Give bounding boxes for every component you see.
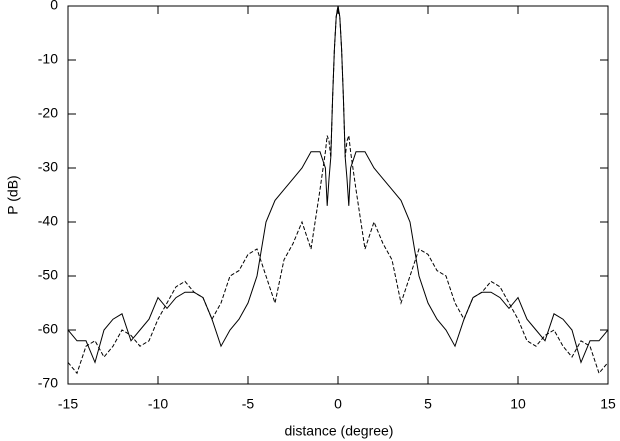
plot-frame [67, 5, 609, 385]
y-tick-label: -40 [38, 213, 58, 229]
y-axis-label: P (dB) [5, 175, 21, 214]
x-tick-label: -5 [242, 396, 255, 412]
y-tick-label: -20 [38, 105, 58, 121]
data-line [68, 6, 608, 375]
data-line [68, 6, 608, 364]
x-tick-label: 5 [424, 396, 432, 412]
y-tick-label: -70 [38, 375, 58, 391]
y-tick-label: 0 [50, 0, 58, 13]
y-tick-label: -50 [38, 267, 58, 283]
x-tick-label: 15 [600, 396, 616, 412]
y-tick-label: -60 [38, 321, 58, 337]
x-tick-label: -10 [148, 396, 168, 412]
y-tick-label: -30 [38, 159, 58, 175]
x-tick-label: 0 [334, 396, 342, 412]
x-tick-label: 10 [510, 396, 526, 412]
x-tick-label: -15 [58, 396, 78, 412]
plot-area [68, 6, 608, 375]
x-axis-label: distance (degree) [285, 423, 394, 439]
y-tick-label: -10 [38, 51, 58, 67]
